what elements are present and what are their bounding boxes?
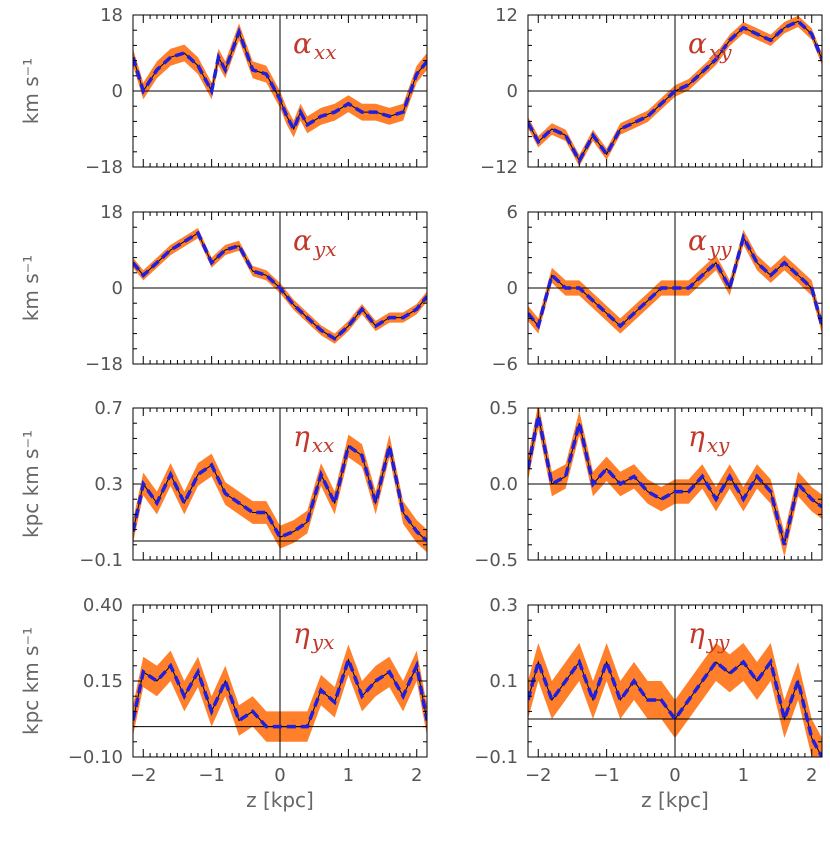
y-tick-label: −0.1 [79, 550, 123, 571]
panel-label: α yx [293, 224, 337, 261]
plot-area [528, 15, 822, 167]
x-tick-label: 1 [343, 765, 354, 786]
y-tick-label: 18 [100, 202, 123, 223]
series-line-fit [133, 443, 427, 543]
panel-label-main: η [688, 617, 705, 650]
x-axis-title: z [kpc] [641, 788, 709, 812]
x-tick-label: 2 [411, 765, 422, 786]
panel-label-sub: yy [708, 237, 732, 261]
plot-area [528, 212, 822, 364]
panel-label-main: α [688, 224, 707, 257]
y-tick-label: 0 [507, 278, 518, 299]
plot-area [133, 15, 427, 167]
y-tick-label: 0.0 [489, 474, 518, 495]
panel-label-sub: xx [312, 433, 335, 457]
uncertainty-band [133, 434, 427, 553]
uncertainty-band [133, 23, 427, 138]
y-axis-title: kpc km s⁻¹ [19, 627, 43, 735]
panel-eta_yy: −2 −1 0 1 2 z [kpc] −0.1 0.1 0.3 η yy [474, 595, 823, 812]
panel-alpha_yx: −18 0 18 km s⁻¹ α yx [19, 202, 428, 375]
panel-label: α xy [688, 27, 732, 64]
series-line-fit [133, 230, 427, 341]
panel-label-sub: xy [707, 433, 730, 457]
y-tick-label: −0.10 [68, 747, 123, 768]
panel-label: η yy [688, 617, 730, 654]
panel-label: η xy [688, 420, 730, 457]
x-tick-label: 2 [806, 765, 817, 786]
y-axis-title: kpc km s⁻¹ [19, 430, 43, 538]
panel-label-sub: yy [706, 630, 730, 654]
y-tick-label: 0.3 [94, 474, 123, 495]
y-tick-label: 0.5 [489, 398, 518, 419]
y-tick-label: −12 [480, 157, 518, 178]
y-tick-label: 6 [507, 202, 518, 223]
y-tick-label: 12 [495, 5, 518, 26]
y-tick-label: 0.1 [489, 671, 518, 692]
panel-label: α yy [688, 224, 732, 261]
x-tick-label: 0 [274, 765, 285, 786]
panel-label-main: α [688, 27, 707, 60]
plot-area [528, 408, 822, 560]
y-tick-label: 0 [507, 81, 518, 102]
panel-label-sub: xx [314, 40, 337, 64]
panel-label-main: α [293, 224, 312, 257]
y-tick-label: −18 [85, 354, 123, 375]
series-line-fit [528, 415, 822, 546]
y-tick-label: 0.15 [83, 671, 123, 692]
panel-label: η yx [293, 617, 334, 654]
panel-alpha_xx: −18 0 18 km s⁻¹ α xx [19, 5, 428, 178]
x-axis-title: z [kpc] [246, 788, 314, 812]
y-tick-label: −18 [85, 157, 123, 178]
panel-eta_xy: −0.5 0.0 0.5 η xy [474, 398, 823, 571]
panel-label: η xx [293, 420, 334, 457]
x-tick-label: 0 [669, 765, 680, 786]
x-tick-label: −1 [593, 765, 620, 786]
panel-label-main: α [293, 27, 312, 60]
panel-label-sub: yx [311, 630, 335, 654]
panel-label-sub: xy [709, 40, 732, 64]
panel-eta_yx: −2 −1 0 1 2 z [kpc] −0.10 0.15 0.40 kpc km s⁻¹ η yx [19, 595, 428, 812]
y-tick-label: 18 [100, 5, 123, 26]
panel-label-main: η [688, 420, 705, 453]
panel-label-sub: yx [313, 237, 337, 261]
plot-area [133, 212, 427, 364]
y-tick-label: −6 [491, 354, 518, 375]
series-line-fit [133, 654, 427, 729]
y-tick-label: 0.7 [94, 398, 123, 419]
plot-area [133, 408, 427, 560]
series-line-fit [528, 19, 822, 165]
y-tick-label: −0.5 [474, 550, 518, 571]
x-tick-label: −2 [130, 765, 157, 786]
series-line-fit [528, 656, 822, 757]
panel-eta_xx: −0.1 0.3 0.7 kpc km s⁻¹ η xx [19, 398, 428, 571]
y-axis-title: km s⁻¹ [19, 58, 43, 124]
y-tick-label: −0.1 [474, 747, 518, 768]
x-tick-label: −2 [525, 765, 552, 786]
series-line-fit [133, 26, 427, 134]
panel-alpha_xy: −12 0 12 α xy [480, 5, 823, 178]
series-line-fit [528, 232, 822, 330]
y-tick-label: 0 [112, 81, 123, 102]
y-tick-label: 0.40 [83, 595, 123, 616]
y-tick-label: 0 [112, 278, 123, 299]
x-tick-label: 1 [738, 765, 749, 786]
panel-label-main: η [293, 420, 310, 453]
plot-area [528, 605, 822, 757]
panel-label: α xx [293, 27, 336, 64]
plot-area [133, 605, 427, 757]
y-axis-title: km s⁻¹ [19, 255, 43, 321]
panel-alpha_yy: −6 0 6 α yy [491, 202, 823, 375]
panel-label-main: η [293, 617, 310, 650]
x-tick-label: −1 [198, 765, 225, 786]
y-tick-label: 0.3 [489, 595, 518, 616]
